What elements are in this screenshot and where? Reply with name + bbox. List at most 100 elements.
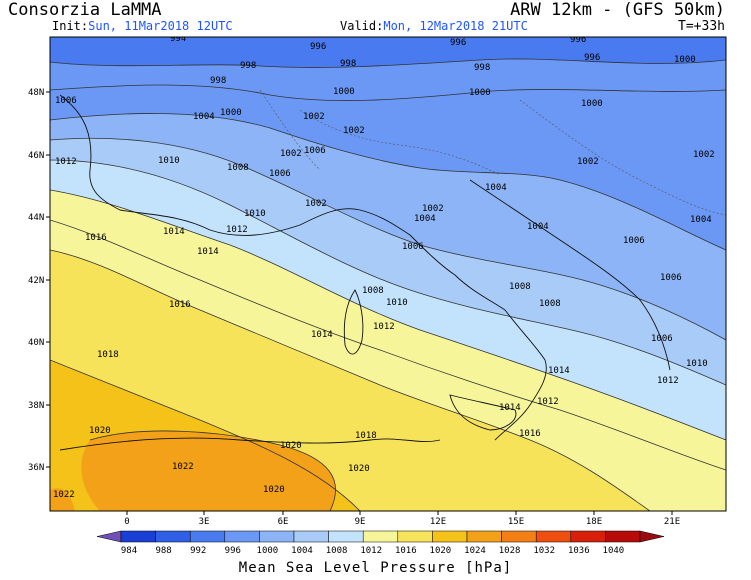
isobar-label: 998	[210, 76, 226, 86]
latitude-label: 46N	[28, 151, 44, 161]
isobar-label: 998	[340, 59, 356, 69]
isobar-label: 996	[310, 42, 326, 52]
isobar-label: 1000	[674, 55, 696, 65]
colorbar-segment	[224, 530, 260, 543]
colorbar-tick-label: 1000	[257, 546, 279, 556]
colorbar-segment	[535, 530, 572, 543]
longitude-label: 18E	[586, 517, 602, 527]
latitude-label: 40N	[28, 338, 44, 348]
colorbar-tick-label: 1036	[568, 546, 590, 556]
isobar-label: 1004	[527, 222, 549, 232]
isobar-label: 1006	[304, 146, 326, 156]
colorbar-segment	[259, 530, 295, 543]
isobar-label: 1014	[163, 227, 185, 237]
colorbar-tick-label: 984	[121, 546, 137, 556]
colorbar-tick-label: 996	[225, 546, 241, 556]
colorbar-segment	[362, 530, 399, 543]
longitude-label: 15E	[508, 517, 524, 527]
longitude-label: 3E	[199, 517, 210, 527]
isobar-label: 1000	[581, 99, 603, 109]
colorbar-tick-label: 1008	[326, 546, 348, 556]
isobar-label: 1010	[686, 359, 708, 369]
isobar-label: 1006	[623, 236, 645, 246]
isobar-label: 1012	[537, 397, 559, 407]
isobar-label: 1010	[158, 156, 180, 166]
isobar-label: 1008	[362, 286, 384, 296]
latitude-label: 38N	[28, 401, 44, 411]
isobar-label: 1020	[348, 464, 370, 474]
colorbar-segment	[155, 530, 191, 543]
isobar-label: 1020	[263, 485, 285, 495]
isobar-label: 1012	[226, 225, 248, 235]
isobar-label: 1004	[485, 183, 507, 193]
isobar-label: 1014	[311, 330, 333, 340]
colorbar-tick-label: 992	[190, 546, 206, 556]
isobar-label: 1022	[53, 490, 75, 500]
isobar-label: 1012	[55, 157, 77, 167]
isobar-label: 1016	[85, 233, 107, 243]
colorbar-tick-label: 1012	[360, 546, 382, 556]
isobar-label: 998	[240, 61, 256, 71]
longitude-label: 0	[124, 517, 129, 527]
colorbar-right-cap	[639, 530, 665, 543]
isobar-label: 1014	[499, 403, 521, 413]
isobar-label: 1004	[690, 215, 712, 225]
isobar-label: 996	[570, 35, 586, 45]
isobar-label: 1012	[657, 376, 679, 386]
colorbar-segment	[605, 530, 641, 543]
isobar-label: 1018	[355, 431, 377, 441]
isobar-label: 1006	[269, 169, 291, 179]
forecast-step: T=+33h	[678, 19, 725, 34]
legend-title: Mean Sea Level Pressure [hPa]	[238, 560, 513, 576]
longitude-label: 12E	[430, 517, 446, 527]
init-label: Init:	[52, 19, 89, 33]
isobar-label: 1002	[303, 112, 325, 122]
isobar-label: 1000	[220, 108, 242, 118]
longitude-label: 21E	[664, 517, 680, 527]
isobar-label: 1016	[519, 429, 541, 439]
isobar-label: 1022	[172, 462, 194, 472]
colorbar-tick-label: 1020	[430, 546, 452, 556]
isobar-label: 1000	[333, 87, 355, 97]
isobar-label: 998	[474, 63, 490, 73]
isobar-label: 1002	[305, 199, 327, 209]
colorbar-segment	[501, 530, 537, 543]
valid-value: Mon, 12Mar2018 21UTC	[383, 19, 528, 33]
isobar-label: 1006	[660, 273, 682, 283]
latitude-label: 36N	[28, 463, 44, 473]
pressure-field: 994 996 996 996 998 998 998 996 998 1000 1000 1000 1…	[50, 35, 726, 511]
isobar-label: 1008	[539, 299, 561, 309]
init-value: Sun, 11Mar2018 12UTC	[88, 19, 233, 33]
colorbar-segment	[189, 530, 226, 543]
longitude-label: 9E	[355, 517, 366, 527]
isobar-label: 1012	[373, 322, 395, 332]
latitude-label: 48N	[28, 88, 44, 98]
isobar-label: 1008	[509, 282, 531, 292]
isobar-label: 1006	[402, 242, 424, 252]
colorbar-tick-label: 1032	[533, 546, 555, 556]
colorbar-tick-label: 1016	[395, 546, 417, 556]
isobar-label: 1002	[280, 149, 302, 159]
longitude-label: 6E	[278, 517, 289, 527]
isobar-label: 1016	[169, 300, 191, 310]
isobar-label: 1018	[97, 350, 119, 360]
init-time: Init:Sun, 11Mar2018 12UTC	[52, 19, 233, 33]
isobar-label: 1020	[89, 426, 111, 436]
isobar-label: 1008	[227, 163, 249, 173]
isobar-label: 1020	[280, 441, 302, 451]
colorbar-segment	[466, 530, 502, 543]
agency-title: Consorzia LaMMA	[8, 0, 162, 20]
colorbar-segment	[432, 530, 468, 543]
isobar-label: 1002	[577, 157, 599, 167]
pressure-colorbar	[96, 530, 665, 543]
isobar-label: 1002	[693, 150, 715, 160]
isobar-label: 1002	[343, 126, 365, 136]
isobar-label: 1010	[244, 209, 266, 219]
model-title: ARW 12km - (GFS 50km)	[510, 0, 725, 20]
colorbar-segment	[397, 530, 433, 543]
isobar-label: 1000	[469, 88, 491, 98]
isobar-label: 1010	[386, 298, 408, 308]
latitude-label: 44N	[28, 213, 44, 223]
colorbar-segment	[293, 530, 329, 543]
